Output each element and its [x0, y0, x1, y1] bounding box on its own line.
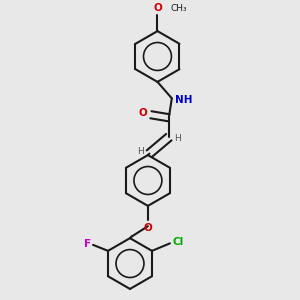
Text: F: F: [83, 239, 91, 249]
Text: NH: NH: [175, 95, 192, 105]
Text: O: O: [153, 3, 162, 13]
Text: O: O: [143, 223, 152, 233]
Text: H: H: [174, 134, 181, 143]
Text: Cl: Cl: [172, 238, 184, 248]
Text: CH₃: CH₃: [170, 4, 187, 13]
Text: H: H: [137, 147, 144, 156]
Text: O: O: [139, 108, 147, 118]
